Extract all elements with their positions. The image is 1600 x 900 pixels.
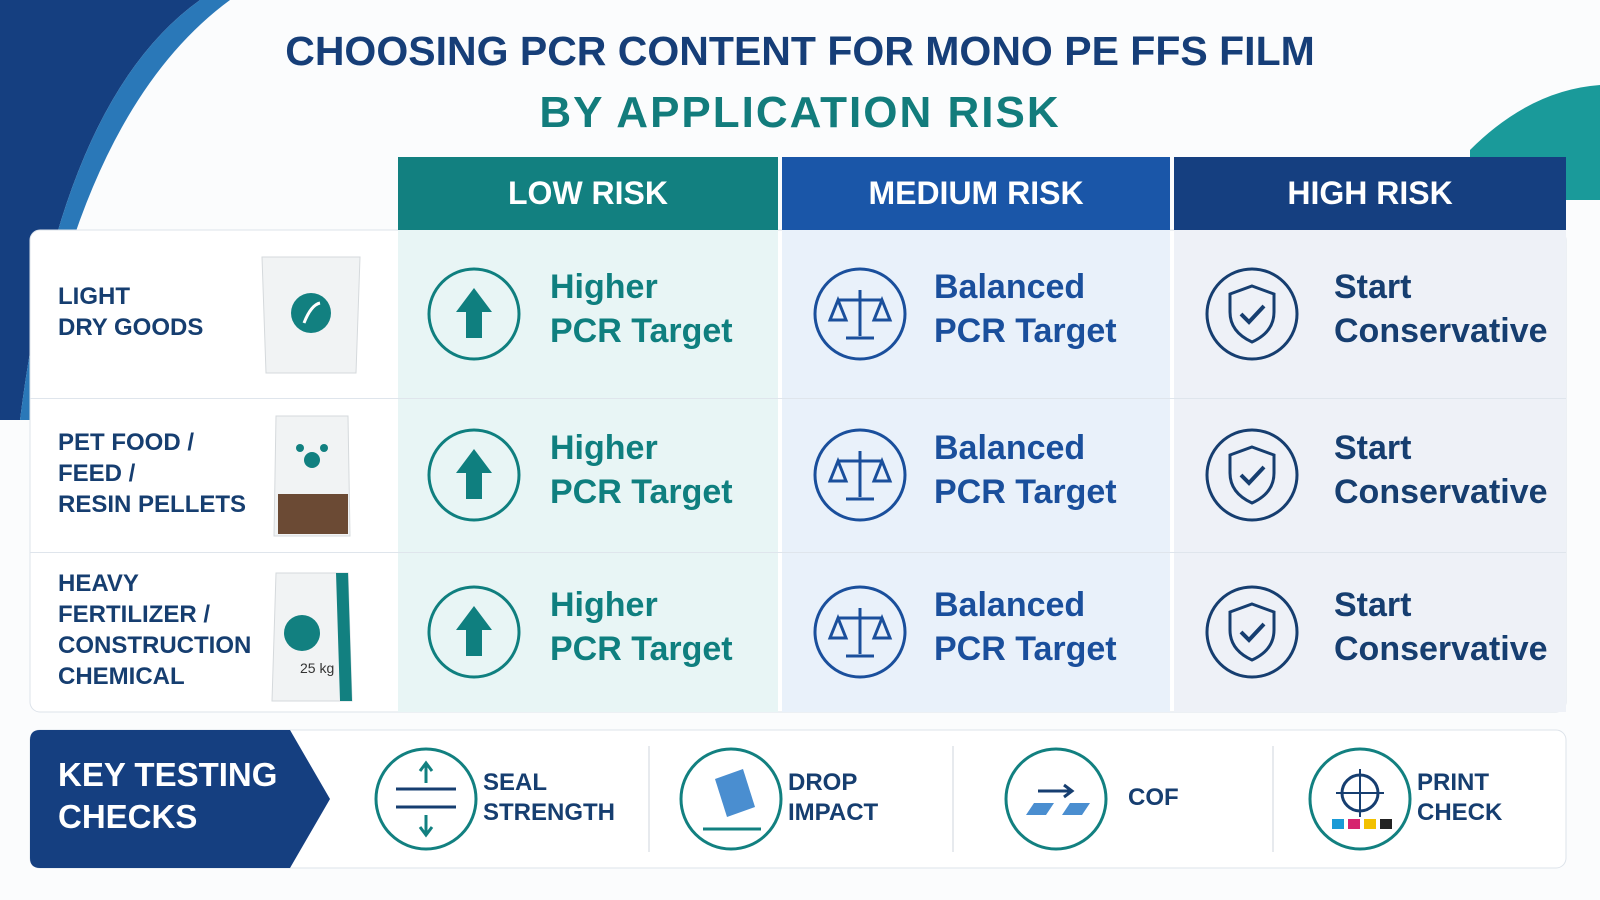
cell-text: PCR Target bbox=[934, 312, 1117, 350]
testing-title: KEY TESTING bbox=[58, 756, 278, 793]
testing-label: COF bbox=[1128, 784, 1179, 811]
cell-text: PCR Target bbox=[934, 630, 1117, 668]
cell-text: Balanced bbox=[934, 586, 1086, 624]
testing-icon bbox=[373, 746, 479, 857]
column-header bbox=[1174, 157, 1566, 230]
row-label: FERTILIZER / bbox=[58, 601, 210, 628]
cell-text: Higher bbox=[550, 586, 658, 624]
testing-label: IMPACT bbox=[788, 799, 879, 826]
cell-icon bbox=[426, 584, 522, 685]
product-bag bbox=[256, 410, 366, 545]
row-label: DRY GOODS bbox=[58, 314, 204, 341]
cell-text: Start bbox=[1334, 268, 1412, 306]
column-body bbox=[1174, 230, 1566, 712]
cell-text: Higher bbox=[550, 429, 658, 467]
testing-label: SEAL bbox=[483, 769, 548, 796]
cell-icon bbox=[812, 584, 908, 685]
cell-icon bbox=[1204, 584, 1300, 685]
title: CHOOSING PCR CONTENT FOR MONO PE FFS FIL… bbox=[285, 28, 1315, 74]
cell-text: PCR Target bbox=[550, 312, 733, 350]
row-label: CHEMICAL bbox=[58, 663, 185, 690]
column-header-text: MEDIUM RISK bbox=[868, 175, 1084, 211]
row-label: LIGHT bbox=[58, 283, 130, 310]
cell-text: Balanced bbox=[934, 268, 1086, 306]
column-header-text: HIGH RISK bbox=[1287, 175, 1453, 211]
cell-text: PCR Target bbox=[550, 630, 733, 668]
testing-icon bbox=[1003, 746, 1109, 857]
cell-text: Conservative bbox=[1334, 473, 1548, 511]
cell-text: PCR Target bbox=[934, 473, 1117, 511]
testing-icon bbox=[1307, 746, 1413, 857]
cell-icon bbox=[812, 427, 908, 528]
cell-text: Balanced bbox=[934, 429, 1086, 467]
cell-text: Start bbox=[1334, 429, 1412, 467]
column-header-text: LOW RISK bbox=[508, 175, 668, 211]
cell-text: Higher bbox=[550, 268, 658, 306]
cell-icon bbox=[1204, 427, 1300, 528]
cell-text: PCR Target bbox=[550, 473, 733, 511]
testing-label: DROP bbox=[788, 769, 858, 796]
testing-label: PRINT bbox=[1417, 769, 1489, 796]
product-bag bbox=[256, 567, 366, 712]
column-header bbox=[782, 157, 1170, 230]
product-bag bbox=[256, 249, 366, 384]
cell-icon bbox=[812, 266, 908, 367]
row-label: RESIN PELLETS bbox=[58, 490, 247, 518]
cell-icon bbox=[426, 427, 522, 528]
testing-label: CHECK bbox=[1417, 799, 1503, 826]
column-body bbox=[782, 230, 1170, 712]
testing-icon bbox=[678, 746, 784, 857]
row-label: HEAVY bbox=[58, 570, 139, 597]
cell-icon bbox=[1204, 266, 1300, 367]
bag-label: 25 kg bbox=[300, 660, 335, 676]
testing-title: CHECKS bbox=[58, 798, 198, 835]
row-divider bbox=[30, 552, 1566, 553]
subtitle: BY APPLICATION RISK bbox=[539, 88, 1061, 137]
row-label: CONSTRUCTION bbox=[58, 632, 252, 659]
testing-label: STRENGTH bbox=[483, 799, 615, 826]
cell-text: Conservative bbox=[1334, 630, 1548, 668]
cell-text: Start bbox=[1334, 586, 1412, 624]
row-label: PET FOOD / bbox=[58, 428, 195, 456]
column-header bbox=[398, 157, 778, 230]
cell-icon bbox=[426, 266, 522, 367]
row-divider bbox=[30, 398, 1566, 399]
row-label: FEED / bbox=[58, 459, 136, 487]
cell-text: Conservative bbox=[1334, 312, 1548, 350]
